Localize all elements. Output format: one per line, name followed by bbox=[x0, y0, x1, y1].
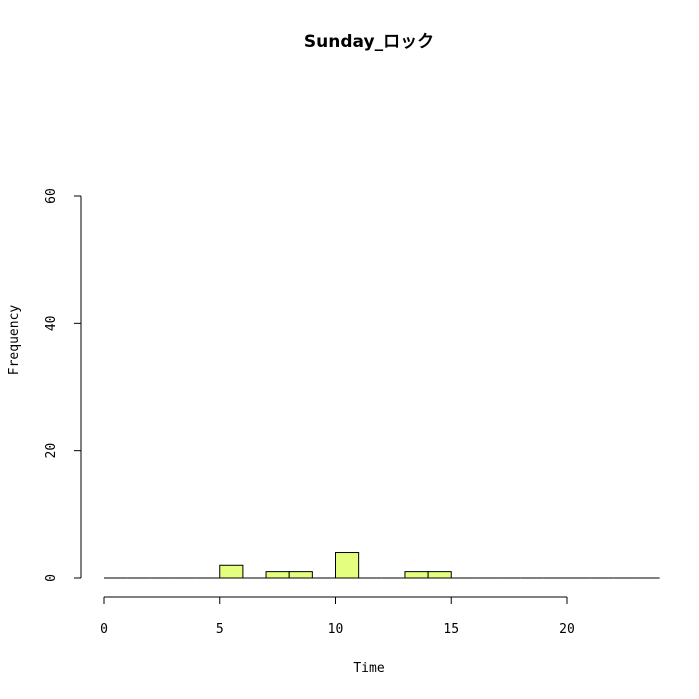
histogram-bar bbox=[265, 571, 290, 579]
x-tick-label: 0 bbox=[100, 622, 108, 637]
chart-title: Sunday_ロック bbox=[304, 32, 434, 52]
x-tick-label: 10 bbox=[328, 622, 344, 637]
y-tick-label: 40 bbox=[44, 316, 59, 332]
histogram-bar bbox=[335, 552, 360, 579]
histogram-bars bbox=[104, 552, 660, 579]
x-tick-label: 20 bbox=[559, 622, 575, 637]
histogram-bar bbox=[427, 571, 452, 579]
histogram-bar bbox=[219, 564, 244, 579]
y-tick-label: 0 bbox=[44, 574, 59, 582]
y-tick-label: 20 bbox=[44, 443, 59, 459]
histogram-bar bbox=[404, 571, 429, 579]
x-axis-label: Time bbox=[353, 661, 384, 676]
y-axis-label: Frequency bbox=[7, 305, 22, 376]
y-tick-label: 60 bbox=[44, 188, 59, 204]
x-tick-label: 5 bbox=[216, 622, 224, 637]
x-tick-label: 15 bbox=[443, 622, 459, 637]
x-axis: 0 5 10 15 20 bbox=[100, 596, 575, 637]
histogram-bar bbox=[288, 571, 313, 579]
y-axis: 0 20 40 60 bbox=[44, 188, 82, 582]
